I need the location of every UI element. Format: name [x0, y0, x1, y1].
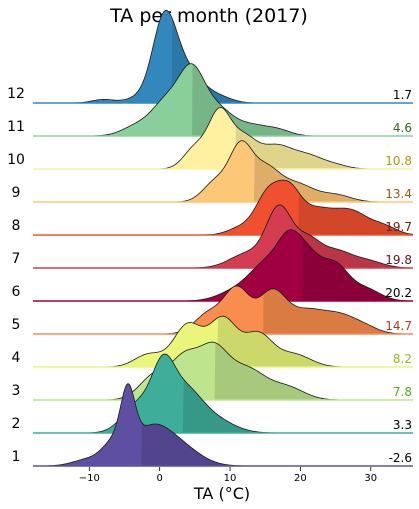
ridge-month-3: 3 7.8 [12, 341, 413, 401]
mean-label-8: 19.7 [385, 220, 412, 234]
mean-label-2: 3.3 [393, 418, 412, 432]
ridge-area-7 [33, 204, 413, 268]
month-label-8: 8 [12, 218, 21, 234]
month-label-2: 2 [12, 416, 21, 432]
x-tick-label: 0 [156, 473, 162, 484]
x-axis: −10 0 10 20 30 [79, 467, 377, 484]
ridge-month-8: 8 19.7 [12, 179, 414, 236]
mean-label-3: 7.8 [393, 385, 412, 399]
ridge-upper-shade-1 [141, 422, 413, 466]
ridge-month-1: 1 -2.6 [12, 383, 413, 467]
ridge-upper-shade-2 [182, 379, 413, 433]
ridge-upper-shade-10 [235, 125, 413, 169]
month-label-4: 4 [12, 350, 21, 366]
x-tick-label: 20 [294, 473, 307, 484]
ridge-upper-shade-6 [301, 238, 413, 301]
ridge-area-10 [33, 107, 413, 169]
mean-label-9: 13.4 [385, 187, 412, 201]
month-label-10: 10 [7, 152, 25, 168]
ridge-upper-shade-8 [298, 192, 413, 235]
ridge-month-4: 4 8.2 [12, 315, 413, 368]
month-label-11: 11 [7, 119, 25, 135]
mean-label-4: 8.2 [393, 352, 412, 366]
mean-label-7: 19.8 [385, 253, 412, 267]
mean-label-1: -2.6 [389, 451, 412, 465]
ridge-area-3 [33, 342, 413, 400]
ridge-area-8 [33, 180, 413, 235]
x-tick-label: 30 [364, 473, 377, 484]
ridge-area-4 [33, 316, 413, 367]
mean-label-5: 14.7 [385, 319, 412, 333]
x-tick-label: 10 [224, 473, 237, 484]
mean-label-6: 20.2 [385, 286, 412, 300]
ridge-area-5 [33, 285, 413, 334]
month-label-3: 3 [12, 383, 21, 399]
ridge-upper-shade-5 [263, 288, 413, 334]
ridge-area-6 [33, 229, 413, 301]
month-label-6: 6 [12, 284, 21, 300]
ridges-group: 12 1.711 4.610 10.89 13.48 19.77 19.86 20.25 14.… [7, 9, 414, 467]
x-axis-label: TA (°C) [193, 484, 250, 503]
month-label-5: 5 [12, 317, 21, 333]
month-label-12: 12 [7, 86, 25, 102]
ridge-upper-shade-3 [214, 342, 413, 400]
ridge-area-9 [33, 140, 413, 202]
mean-label-11: 4.6 [393, 121, 412, 135]
ridge-area-1 [33, 383, 413, 466]
ridge-upper-shade-4 [217, 316, 413, 367]
chart-title: TA per month (2017) [109, 5, 308, 27]
mean-label-10: 10.8 [385, 154, 412, 168]
x-tick-label: −10 [79, 473, 100, 484]
month-label-1: 1 [12, 449, 21, 465]
mean-label-12: 1.7 [393, 88, 412, 102]
month-label-9: 9 [12, 185, 21, 201]
month-label-7: 7 [12, 251, 21, 267]
